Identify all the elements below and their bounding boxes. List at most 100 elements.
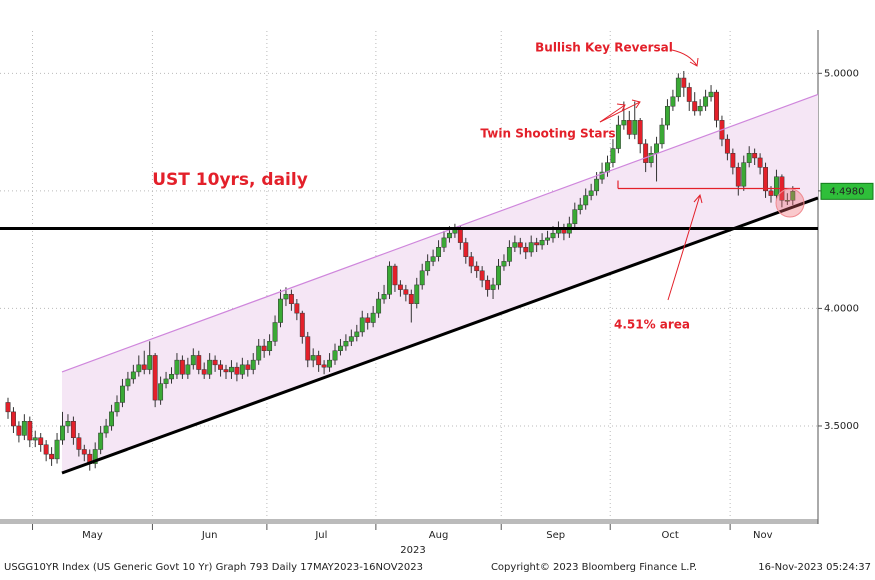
candle-body	[310, 355, 316, 361]
arrow	[599, 99, 641, 123]
candle-body	[109, 411, 114, 427]
candle-body	[354, 331, 360, 337]
candle-body	[147, 355, 153, 370]
candle-body	[572, 209, 578, 225]
footer-right: 16-Nov-2023 05:24:37	[758, 562, 871, 573]
candle-body	[392, 265, 398, 286]
annotation: 4.51% area	[614, 318, 690, 332]
candle-body	[348, 336, 354, 342]
candle-body	[234, 366, 240, 375]
candle-body	[5, 402, 11, 413]
candle-body	[120, 385, 125, 403]
x-tick-label: Aug	[429, 530, 449, 541]
candle-body	[327, 359, 333, 368]
candle-body	[774, 176, 779, 196]
candle-body	[343, 341, 349, 347]
candle-body	[70, 421, 76, 438]
axis-strip	[0, 519, 818, 524]
candle-body	[496, 265, 501, 286]
candle-body	[38, 437, 44, 446]
candle-body	[229, 366, 234, 373]
candle-body	[708, 91, 714, 98]
candle-body	[752, 153, 758, 159]
candle-body	[278, 298, 283, 323]
candle-body	[588, 190, 594, 196]
candle-body	[316, 355, 322, 366]
candle-body	[272, 322, 278, 342]
candle-body	[332, 350, 338, 361]
candle-body	[447, 232, 452, 239]
candle-body	[637, 120, 643, 145]
candle-body	[21, 421, 27, 436]
candle-body	[659, 124, 665, 145]
candle-body	[621, 120, 627, 126]
arrow	[671, 49, 699, 67]
candle-body	[81, 449, 87, 455]
candle-body	[169, 373, 174, 380]
candle-body	[65, 421, 71, 427]
candle-body	[185, 364, 191, 375]
candle-body	[239, 364, 245, 375]
candle-body	[190, 355, 196, 366]
channel-lower	[61, 196, 819, 475]
candle-body	[436, 247, 442, 257]
candle-body	[654, 143, 659, 154]
candle-body	[218, 364, 224, 370]
candle-body	[648, 153, 654, 163]
candle-body	[703, 96, 709, 107]
candle-body	[294, 303, 300, 314]
candle-body	[76, 437, 82, 450]
candle-body	[735, 167, 741, 187]
candle-body	[479, 270, 485, 281]
candle-body	[425, 261, 431, 272]
candle-body	[207, 359, 213, 375]
candle-body	[103, 425, 109, 434]
candle-body	[365, 317, 371, 323]
candle-body	[305, 336, 311, 361]
candle-body	[179, 359, 185, 375]
candle-body	[665, 105, 670, 126]
candle-body	[43, 444, 49, 455]
candle-body	[338, 345, 343, 351]
candle-body	[321, 364, 327, 368]
candle-body	[130, 371, 136, 380]
candle-body	[245, 364, 251, 370]
candle-body	[599, 171, 605, 180]
chart-title: UST 10yrs, daily	[152, 170, 308, 190]
arrows	[599, 49, 703, 301]
candle-body	[545, 237, 550, 241]
y-tick-label: 4.0000	[824, 303, 859, 314]
y-tick-label: 3.5000	[824, 421, 859, 432]
candle-body	[686, 87, 692, 102]
candle-body	[534, 242, 540, 246]
channel-upper	[61, 93, 819, 373]
footer-left: USGG10YR Index (US Generic Govt 10 Yr) G…	[4, 562, 423, 573]
candle-body	[790, 191, 796, 201]
candle-body	[577, 204, 583, 210]
candle-body	[468, 256, 474, 267]
candle-body	[359, 317, 365, 333]
last-price-box	[820, 182, 874, 200]
candle-body	[408, 294, 414, 304]
candle-body	[98, 432, 104, 450]
candle-body	[746, 153, 752, 163]
candle-body	[376, 298, 382, 314]
candle-body	[441, 237, 447, 248]
candle-body	[741, 162, 747, 187]
candle-body	[288, 294, 294, 304]
candle-body	[370, 312, 376, 323]
candle-body	[261, 345, 267, 351]
candle-body	[196, 355, 202, 370]
candle-body	[267, 341, 273, 351]
candle-body	[692, 101, 698, 112]
candle-body	[16, 425, 22, 436]
candle-body	[506, 247, 512, 262]
candle-body	[675, 77, 681, 98]
candle-body	[517, 242, 523, 248]
highlight-circle	[775, 188, 805, 218]
candle-body	[724, 138, 730, 154]
candle-body	[583, 195, 589, 206]
x-tick-label: Sep	[546, 530, 565, 541]
candle-body	[757, 157, 763, 168]
candle-body	[768, 190, 774, 196]
